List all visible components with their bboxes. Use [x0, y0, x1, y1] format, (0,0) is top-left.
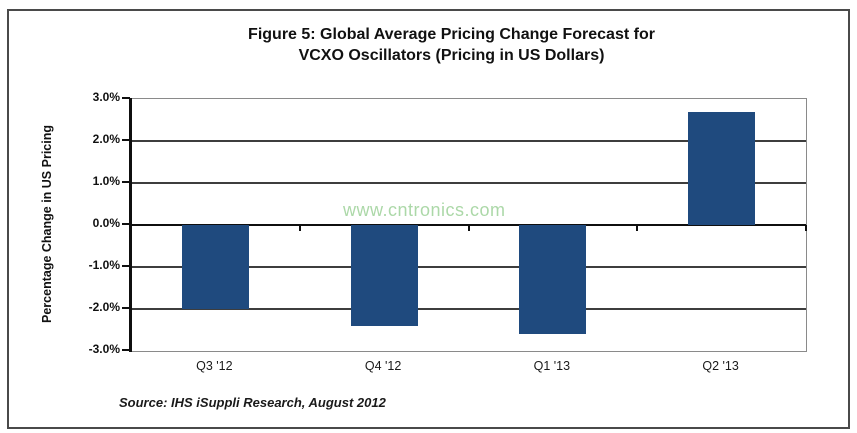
bar-q113 — [519, 225, 587, 335]
y-tick-label: 0.0% — [92, 216, 120, 230]
bar-q312 — [181, 225, 249, 309]
y-axis-tick — [122, 97, 130, 99]
x-tick-label: Q2 '13 — [702, 359, 739, 373]
gridline — [131, 140, 806, 142]
x-axis-tick — [805, 225, 807, 231]
bar-q213 — [688, 111, 756, 225]
x-tick-label: Q4 '12 — [364, 359, 402, 373]
bar-q412 — [350, 225, 418, 326]
gridline — [131, 266, 806, 268]
y-axis-tick — [122, 223, 130, 225]
x-tick-label: Q3 '12 — [196, 359, 233, 373]
y-tick-label: 3.0% — [92, 90, 120, 104]
plot-area — [129, 98, 807, 352]
y-tick-label: 1.0% — [92, 174, 120, 188]
y-axis-tick — [122, 181, 130, 183]
x-axis-tick — [130, 225, 132, 231]
watermark: www.cntronics.com — [343, 200, 506, 220]
y-tick-label: -3.0% — [88, 342, 120, 356]
chart-title: Figure 5: Global Average Pricing Change … — [56, 24, 847, 66]
gridline — [131, 182, 806, 184]
x-axis-tick — [467, 225, 470, 231]
y-tick-label: -1.0% — [88, 258, 120, 272]
y-axis-tick — [122, 307, 130, 309]
y-tick-label: 2.0% — [92, 132, 120, 146]
y-tick-label: -2.0% — [88, 300, 120, 314]
source-note: Source: IHS iSuppli Research, August 201… — [119, 395, 386, 410]
y-axis-tick — [122, 265, 130, 267]
y-axis-title: Percentage Change in US Pricing — [40, 125, 54, 323]
y-axis-tick — [122, 139, 130, 141]
y-axis-tick — [122, 349, 130, 351]
chart-title-line1: Figure 5: Global Average Pricing Change … — [248, 26, 655, 43]
x-tick-label: Q1 '13 — [533, 359, 571, 373]
gridline — [131, 308, 806, 310]
chart-title-line2: VCXO Oscillators (Pricing in US Dollars) — [298, 47, 605, 64]
x-axis-tick — [636, 225, 639, 231]
x-axis-tick — [298, 225, 301, 231]
